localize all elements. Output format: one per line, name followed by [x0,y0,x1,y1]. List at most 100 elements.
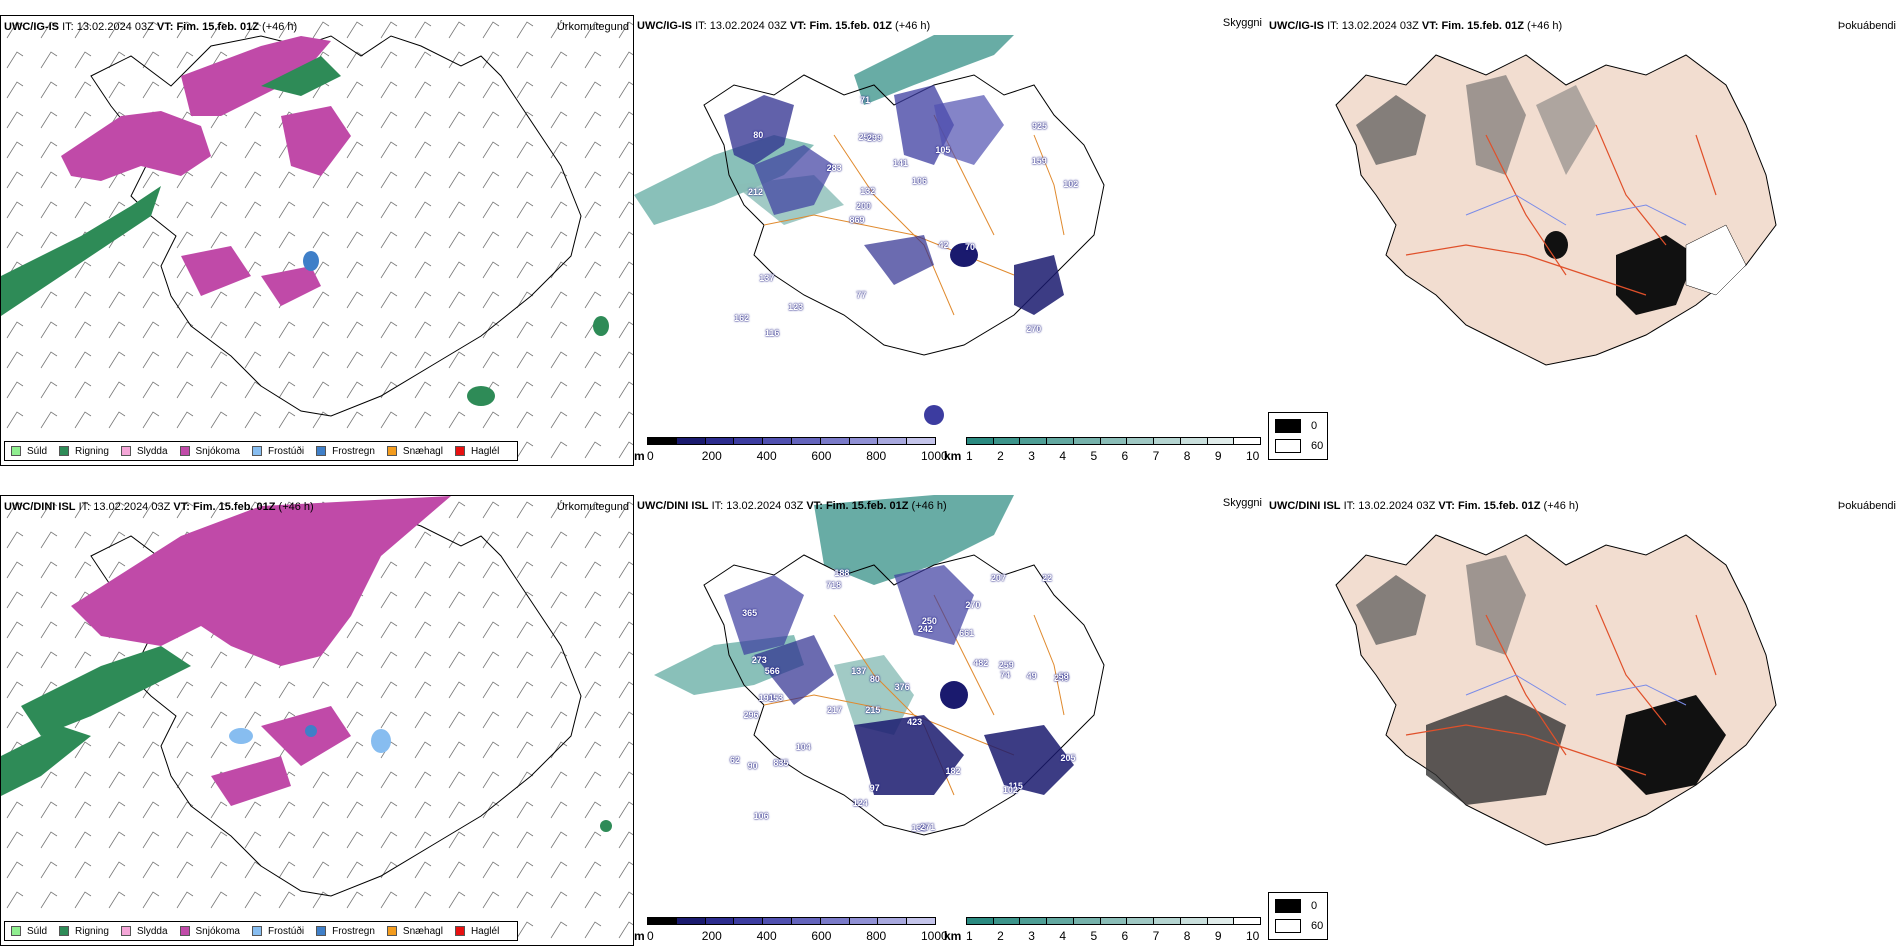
cloud-base-colorbar-top: m 0 200 400 600 800 1000 [634,437,948,463]
it-value: 13.02.2024 03Z [709,20,787,32]
colorbar-segment [992,437,1021,445]
cloud-base-label: 217 [827,704,843,715]
cloud-base-label: 188 [834,568,850,579]
colorbar-segment [1072,437,1101,445]
legend-label: Frostúði [267,925,305,937]
colorbar-segment [877,917,908,925]
legend-item-slydda: Slydda [120,925,168,937]
panel-header-bottom-3: UWC/DINI ISL IT: 13.02.2024 03Z VT: Fim.… [1269,500,1579,512]
it-label: IT: [78,501,91,513]
legend-swatch [454,446,465,456]
cloud-base-label: 77 [856,289,867,300]
visibility-colorbar-bottom: km 1 2 3 4 5 6 7 8 9 10 [944,917,1264,943]
colorbar-segment [1126,917,1155,925]
cloud-base-label: 137 [759,272,775,283]
cloud-base-label: 104 [795,742,811,753]
colorbar-tick: 2 [997,449,1004,463]
colorbar-segment [1153,437,1181,445]
it-value: 13.02.2024 03Z [726,500,804,512]
fog-swatch-60 [1275,919,1301,933]
fog-value-60: 60 [1311,920,1324,932]
legend-item-súld: Súld [11,926,47,937]
cloud-base-label: 661 [959,628,975,639]
cloud-base-label: 132 [860,186,876,197]
colorbar-segment [1126,437,1155,445]
colorbar-segment [1019,917,1048,925]
colorbar-tick: 6 [1121,929,1129,943]
legend-item-snjókoma: Snjókoma [179,446,240,457]
cloud-base-label: 80 [753,130,764,141]
colorbar-tick: 8 [1183,449,1191,463]
visibility-title: Skyggni [1222,17,1262,29]
colorbar-tick: 8 [1183,929,1191,943]
cloud-base-label: 58 [1058,671,1069,682]
colorbar-tick: 0 [647,929,654,943]
colorbar-segment [1099,917,1128,925]
legend-label: Rigning [75,925,109,937]
cloud-base-label: 97 [869,782,880,793]
cloud-base-label: 42 [938,240,949,251]
colorbar-tick: 400 [756,449,777,463]
cloud-base-label: 453 [768,692,784,703]
cloud-base-label: 102 [1063,179,1079,190]
cloud-base-label: 200 [856,200,872,211]
cloud-base-label: 365 [742,607,758,618]
legend-item-frostúði: Frostúði [251,446,304,457]
legend-label: Slydda [136,925,168,937]
colorbar-segment [1179,437,1208,445]
cloud-base-label: 90 [747,760,758,771]
cloud-base-label: 141 [892,157,909,168]
colorbar-tick: 600 [811,449,832,463]
precip-legend-top: Súld Rigning Slydda Snjókoma Frostúði Frostre… [4,441,519,461]
model-name: UWC/IG-IS [637,20,692,32]
colorbar-segment [733,437,764,445]
legend-swatch [11,926,21,936]
cloud-base-label: 162 [734,312,750,323]
cloud-base-label: 242 [917,623,933,634]
legend-label: Rigning [75,445,109,457]
cloud-base-label: 105 [935,145,951,155]
fog-value-0: 0 [1311,420,1318,432]
colorbar-segment [791,437,821,445]
legend-swatch [251,926,262,936]
legend-swatch [179,446,190,456]
colorbar-tick: 5 [1090,449,1098,463]
panel-header-top-3: UWC/IG-IS IT: 13.02.2024 03Z VT: Fim. 15… [1269,20,1562,32]
legend-label: Haglél [470,925,500,937]
colorbar-segment [966,917,994,925]
colorbar-unit: km [944,449,962,463]
legend-item-haglél: Haglél [454,446,499,457]
colorbar-segment [1046,917,1074,925]
legend-label: Súld [27,445,48,457]
legend-item-haglél: Haglél [454,925,500,937]
model-name: UWC/DINI ISL [637,500,709,512]
legend-item-frostregn: Frostregn [316,926,375,937]
it-label: IT: [695,20,707,32]
colorbar-tick: 3 [1028,449,1035,463]
cloud-base-label: 159 [1031,156,1047,167]
it-label: IT: [1343,500,1356,512]
vt-label: VT: [173,501,190,513]
cloud-base-label: 271 [920,822,936,833]
colorbar-tick: 400 [756,929,777,943]
colorbar-segment [1233,917,1261,925]
cloud-base-label: 182 [945,765,961,776]
legend-swatch [179,926,190,936]
legend-swatch [386,926,397,936]
cloud-base-label: 70 [965,241,976,252]
cloud-base-label: 22 [1042,572,1053,583]
colorbar-tick: 7 [1152,929,1160,943]
cloud-base-panel-bottom: UWC/DINI ISL IT: 13.02.2024 03Z VT: Fim.… [634,495,1266,946]
colorbar-tick: 4 [1059,449,1067,463]
colorbar-segment [647,917,677,925]
legend-item-snæhagl: Snæhagl [386,926,443,937]
fog-panel-top: UWC/IG-IS IT: 13.02.2024 03Z VT: Fim. 15… [1266,15,1900,466]
colorbar-segment [1099,437,1128,445]
colorbar-segment [733,917,764,925]
colorbar-tick: 0 [647,449,654,463]
vt-label: VT: [806,500,823,512]
colorbar-tick: 5 [1090,929,1098,943]
cloud-base-label: 106 [753,810,769,821]
cloud-base-label: 273 [751,655,767,666]
colorbar-segment [1072,917,1101,925]
